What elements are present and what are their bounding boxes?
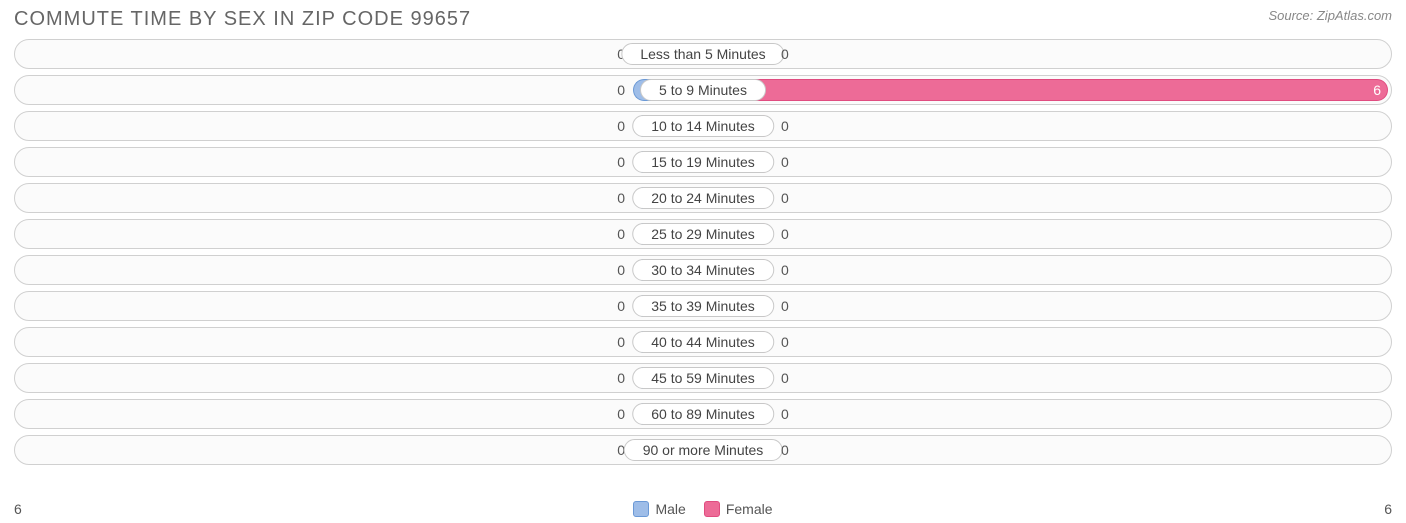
chart-footer: 6 Male Female 6 [14,501,1392,517]
legend-item-male: Male [633,501,685,517]
category-label: 40 to 44 Minutes [632,331,774,353]
value-female: 6 [1373,82,1381,98]
bar-row: 45 to 59 Minutes 0 0 [14,363,1392,393]
chart-area: Less than 5 Minutes005 to 9 Minutes0610 … [0,35,1406,465]
value-male: 0 [617,298,625,314]
value-female: 0 [781,442,789,458]
value-male: 0 [617,334,625,350]
bar-row: 90 or more Minutes00 [14,435,1392,465]
category-label: 90 or more Minutes [624,439,783,461]
category-label: 35 to 39 Minutes [632,295,774,317]
legend-swatch-male [633,501,649,517]
bar-row: 60 to 89 Minutes 0 0 [14,399,1392,429]
axis-max-right: 6 [1384,501,1392,517]
category-label: 60 to 89 Minutes [632,403,774,425]
value-male: 0 [617,154,625,170]
legend: Male Female [633,501,772,517]
chart-header: COMMUTE TIME BY SEX IN ZIP CODE 99657 So… [0,0,1406,35]
value-male: 0 [617,226,625,242]
bar-row: 15 to 19 Minutes 0 0 [14,147,1392,177]
value-female: 0 [781,226,789,242]
value-male: 0 [617,82,625,98]
category-label: 45 to 59 Minutes [632,367,774,389]
category-label: 5 to 9 Minutes [640,79,766,101]
value-male: 0 [617,262,625,278]
bar-female [703,79,1388,101]
axis-max-left: 6 [14,501,22,517]
value-female: 0 [781,118,789,134]
value-male: 0 [617,406,625,422]
category-label: 30 to 34 Minutes [632,259,774,281]
bar-row: Less than 5 Minutes00 [14,39,1392,69]
bar-row: 10 to 14 Minutes 0 0 [14,111,1392,141]
value-female: 0 [781,334,789,350]
value-female: 0 [781,46,789,62]
bar-row: 25 to 29 Minutes 0 0 [14,219,1392,249]
value-male: 0 [617,370,625,386]
category-label: 20 to 24 Minutes [632,187,774,209]
value-female: 0 [781,262,789,278]
value-female: 0 [781,154,789,170]
legend-swatch-female [704,501,720,517]
bar-row: 5 to 9 Minutes 0 6 [14,75,1392,105]
legend-item-female: Female [704,501,773,517]
category-label: 25 to 29 Minutes [632,223,774,245]
value-male: 0 [617,118,625,134]
legend-label-female: Female [726,501,773,517]
chart-source: Source: ZipAtlas.com [1268,8,1392,23]
bar-row: 40 to 44 Minutes 0 0 [14,327,1392,357]
chart-title: COMMUTE TIME BY SEX IN ZIP CODE 99657 [14,8,471,31]
category-label: 10 to 14 Minutes [632,115,774,137]
value-female: 0 [781,370,789,386]
category-label: Less than 5 Minutes [621,43,784,65]
bar-row: 20 to 24 Minutes 0 0 [14,183,1392,213]
category-label: 15 to 19 Minutes [632,151,774,173]
value-male: 0 [617,190,625,206]
legend-label-male: Male [655,501,685,517]
bar-row: 30 to 34 Minutes 0 0 [14,255,1392,285]
value-female: 0 [781,298,789,314]
value-female: 0 [781,406,789,422]
bar-row: 35 to 39 Minutes 0 0 [14,291,1392,321]
value-female: 0 [781,190,789,206]
